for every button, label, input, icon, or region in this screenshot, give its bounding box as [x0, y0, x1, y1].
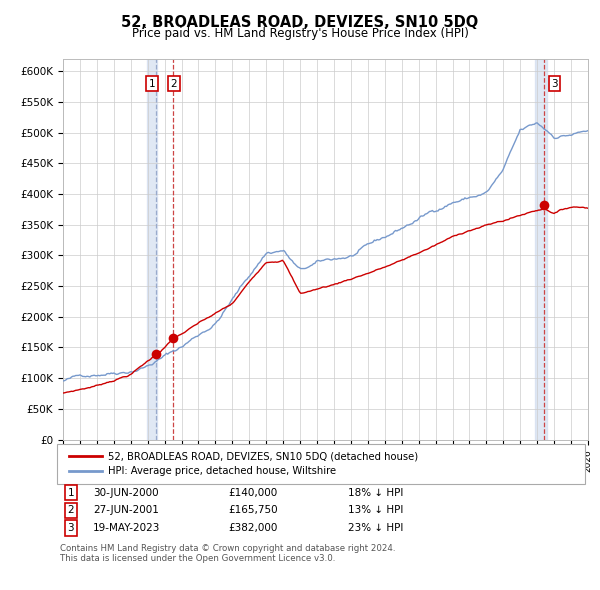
Text: 3: 3 [551, 78, 558, 88]
Text: This data is licensed under the Open Government Licence v3.0.: This data is licensed under the Open Gov… [60, 555, 335, 563]
Text: £382,000: £382,000 [228, 523, 277, 533]
Text: 1: 1 [67, 488, 74, 497]
Text: 2: 2 [67, 506, 74, 515]
Text: £165,750: £165,750 [228, 506, 278, 515]
Text: 2: 2 [170, 78, 177, 88]
Text: 19-MAY-2023: 19-MAY-2023 [93, 523, 160, 533]
Text: 23% ↓ HPI: 23% ↓ HPI [348, 523, 403, 533]
Text: £140,000: £140,000 [228, 488, 277, 497]
Text: HPI: Average price, detached house, Wiltshire: HPI: Average price, detached house, Wilt… [108, 466, 336, 476]
Bar [147, 59, 157, 440]
Bar [535, 59, 547, 440]
Text: 1: 1 [149, 78, 155, 88]
Text: 18% ↓ HPI: 18% ↓ HPI [348, 488, 403, 497]
Text: 30-JUN-2000: 30-JUN-2000 [93, 488, 158, 497]
Text: 52, BROADLEAS ROAD, DEVIZES, SN10 5DQ: 52, BROADLEAS ROAD, DEVIZES, SN10 5DQ [121, 15, 479, 30]
Text: Contains HM Land Registry data © Crown copyright and database right 2024.: Contains HM Land Registry data © Crown c… [60, 545, 395, 553]
Text: 13% ↓ HPI: 13% ↓ HPI [348, 506, 403, 515]
Text: 52, BROADLEAS ROAD, DEVIZES, SN10 5DQ (detached house): 52, BROADLEAS ROAD, DEVIZES, SN10 5DQ (d… [108, 451, 418, 461]
Text: Price paid vs. HM Land Registry's House Price Index (HPI): Price paid vs. HM Land Registry's House … [131, 27, 469, 40]
Text: 3: 3 [67, 523, 74, 533]
Text: 27-JUN-2001: 27-JUN-2001 [93, 506, 159, 515]
